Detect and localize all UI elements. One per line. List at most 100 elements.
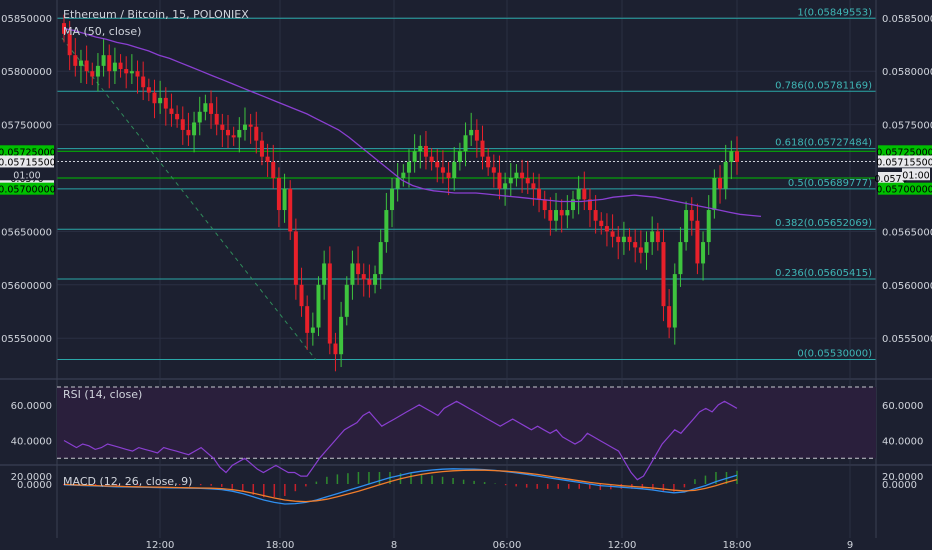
candle-body[interactable]: [604, 226, 609, 232]
price-axis[interactable]: 0.05850000 0.05850000 0.05800000 0.05800000…: [0, 14, 932, 345]
candle-body[interactable]: [661, 242, 666, 307]
candle-body[interactable]: [576, 188, 581, 200]
candle-body[interactable]: [101, 55, 106, 66]
candle-body[interactable]: [163, 97, 168, 109]
candle-body[interactable]: [644, 242, 649, 253]
candle-body[interactable]: [718, 178, 723, 189]
candle-body[interactable]: [554, 210, 559, 221]
candle-body[interactable]: [486, 156, 491, 168]
candle-body[interactable]: [350, 263, 355, 285]
candle-body[interactable]: [271, 161, 276, 178]
candle-body[interactable]: [474, 129, 479, 141]
candle-body[interactable]: [633, 242, 638, 248]
candle-body[interactable]: [209, 103, 214, 114]
candle-body[interactable]: [440, 167, 445, 173]
time-axis[interactable]: 12:00 18:00 8 06:00 12:00 18:00 9: [146, 540, 854, 550]
candle-body[interactable]: [593, 210, 598, 221]
candle-body[interactable]: [480, 140, 485, 157]
candle-body[interactable]: [723, 161, 728, 189]
candle-body[interactable]: [141, 76, 146, 88]
candle-body[interactable]: [638, 247, 643, 253]
candle-body[interactable]: [344, 284, 349, 317]
candle-body[interactable]: [124, 69, 129, 74]
candle-body[interactable]: [429, 156, 434, 162]
candle-body[interactable]: [582, 188, 587, 200]
candle-body[interactable]: [95, 65, 100, 77]
candle-body[interactable]: [542, 199, 547, 211]
candle-body[interactable]: [684, 210, 689, 243]
candle-body[interactable]: [537, 188, 542, 200]
candle-body[interactable]: [491, 167, 496, 173]
candle-body[interactable]: [186, 129, 191, 136]
candle-body[interactable]: [395, 178, 400, 189]
candle-body[interactable]: [435, 161, 440, 168]
candle-body[interactable]: [520, 172, 525, 178]
candle-body[interactable]: [497, 172, 502, 189]
candle-body[interactable]: [129, 71, 134, 74]
candle-body[interactable]: [672, 274, 677, 328]
candle-body[interactable]: [293, 231, 298, 285]
candle-body[interactable]: [322, 263, 327, 285]
candle-body[interactable]: [226, 129, 231, 136]
candle-body[interactable]: [356, 263, 361, 275]
candle-body[interactable]: [90, 71, 95, 77]
macd-legend[interactable]: MACD (12, 26, close, 9): [63, 475, 192, 488]
candle-body[interactable]: [367, 279, 372, 285]
candlesticks[interactable]: [62, 14, 739, 372]
candle-body[interactable]: [333, 343, 338, 355]
candle-body[interactable]: [265, 156, 270, 162]
candle-body[interactable]: [254, 126, 259, 141]
ma-legend[interactable]: MA (50, close): [63, 25, 141, 38]
candle-body[interactable]: [531, 183, 536, 189]
candle-body[interactable]: [463, 135, 468, 152]
candle-body[interactable]: [695, 220, 700, 264]
candle-body[interactable]: [197, 111, 202, 123]
candle-body[interactable]: [203, 103, 208, 112]
candle-body[interactable]: [231, 135, 236, 138]
candle-body[interactable]: [67, 33, 72, 56]
candle-body[interactable]: [276, 178, 281, 211]
candle-body[interactable]: [62, 23, 66, 34]
candle-body[interactable]: [78, 60, 83, 66]
candle-body[interactable]: [650, 231, 655, 243]
candle-body[interactable]: [282, 188, 287, 211]
candle-body[interactable]: [621, 236, 626, 243]
candle-body[interactable]: [158, 97, 163, 104]
candle-body[interactable]: [220, 124, 225, 130]
candle-body[interactable]: [401, 172, 406, 178]
candle-body[interactable]: [248, 124, 253, 127]
candle-body[interactable]: [237, 129, 242, 138]
candle-body[interactable]: [192, 122, 197, 136]
candle-body[interactable]: [361, 274, 366, 280]
candle-body[interactable]: [712, 178, 717, 211]
candle-body[interactable]: [503, 183, 508, 189]
candle-body[interactable]: [678, 242, 683, 275]
candle-body[interactable]: [627, 236, 632, 243]
candle-body[interactable]: [570, 199, 575, 211]
candle-body[interactable]: [288, 188, 293, 232]
candle-body[interactable]: [667, 306, 672, 328]
candle-body[interactable]: [565, 210, 570, 216]
candle-body[interactable]: [423, 145, 428, 157]
candle-body[interactable]: [384, 210, 389, 243]
candle-body[interactable]: [587, 199, 592, 211]
candle-body[interactable]: [452, 161, 457, 178]
candle-body[interactable]: [373, 274, 378, 285]
candle-body[interactable]: [616, 236, 621, 243]
candle-body[interactable]: [559, 210, 564, 216]
candle-body[interactable]: [152, 92, 157, 104]
candle-body[interactable]: [316, 284, 321, 328]
candle-body[interactable]: [689, 210, 694, 221]
candle-body[interactable]: [112, 62, 117, 72]
candle-body[interactable]: [259, 140, 264, 157]
candle-body[interactable]: [135, 71, 140, 77]
candle-body[interactable]: [146, 87, 151, 93]
candle-body[interactable]: [599, 220, 604, 227]
candle-body[interactable]: [701, 242, 706, 264]
candle-body[interactable]: [180, 119, 185, 130]
candle-body[interactable]: [169, 108, 174, 114]
candle-body[interactable]: [378, 242, 383, 275]
candle-body[interactable]: [214, 113, 219, 125]
candle-body[interactable]: [390, 188, 395, 211]
candle-body[interactable]: [305, 306, 310, 333]
